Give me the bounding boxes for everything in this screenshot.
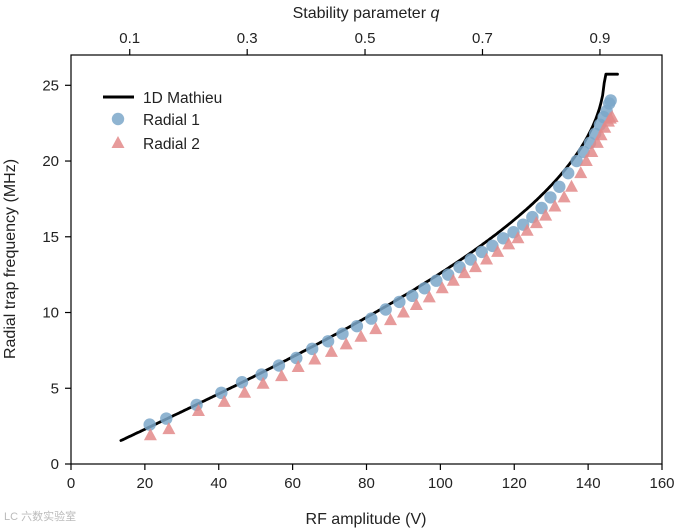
radial-2-point xyxy=(548,199,562,212)
top-tick-label: 0.3 xyxy=(237,30,258,47)
x-tick-label: 0 xyxy=(67,475,75,492)
radial-1-point xyxy=(604,94,617,107)
radial-1-point xyxy=(350,319,364,333)
y-tick-label: 15 xyxy=(42,229,59,246)
y-axis-title: Radial trap frequency (MHz) xyxy=(2,159,19,359)
radial-1-point xyxy=(336,327,349,340)
radial-1-point xyxy=(430,274,443,287)
y-tick-label: 0 xyxy=(51,456,59,473)
top-tick-label: 0.9 xyxy=(590,30,611,47)
radial-1-point xyxy=(475,245,488,259)
x-tick-label: 120 xyxy=(502,475,527,492)
y-tick-label: 10 xyxy=(42,305,59,322)
x-tick-label: 80 xyxy=(358,475,375,492)
series-1d-mathieu-line xyxy=(119,72,619,442)
x-tick-label: 140 xyxy=(576,475,601,492)
radial-1-point xyxy=(160,412,173,425)
x-tick-label: 40 xyxy=(210,475,227,492)
radial-2-point xyxy=(480,252,494,265)
radial-1-point xyxy=(272,359,286,372)
radial-1-point xyxy=(255,368,268,381)
top-tick-label: 0.7 xyxy=(472,30,493,47)
radial-2-point xyxy=(511,231,525,244)
radial-2-point xyxy=(598,120,612,133)
radial-1-point xyxy=(393,295,406,309)
radial-2-point xyxy=(422,290,436,303)
radial-1-point xyxy=(290,351,303,365)
x-tick-label: 160 xyxy=(649,475,674,492)
radial-2-point xyxy=(590,135,604,148)
radial-2-point xyxy=(409,297,423,310)
radial-1-point xyxy=(406,289,419,303)
radial-2-point xyxy=(324,344,338,357)
radial-2-point xyxy=(354,329,368,342)
legend: 1D Mathieu Radial 1 Radial 2 xyxy=(103,90,222,153)
radial-2-point xyxy=(605,110,619,123)
radial-2-point xyxy=(275,369,289,382)
radial-2-point xyxy=(574,166,588,179)
radial-2-point xyxy=(594,128,608,141)
radial-1-point xyxy=(418,282,431,295)
radial-2-point xyxy=(396,305,410,318)
radial-2-point xyxy=(162,422,176,435)
radial-1-point xyxy=(379,303,392,316)
x-tick-label: 100 xyxy=(428,475,453,492)
radial-2-point xyxy=(529,216,543,229)
radial-2-point xyxy=(446,273,460,286)
watermark-text: LC 六数实验室 xyxy=(4,509,76,523)
ticks-layer: 0 20 40 60 80 100 120 140 160 0 5 10 15 20 25 0.1 0.3 0.5… xyxy=(42,30,674,492)
radial-2-point xyxy=(502,237,516,250)
radial-2-point xyxy=(369,322,383,335)
radial-2-point xyxy=(191,403,205,416)
legend-label-mathieu: 1D Mathieu xyxy=(143,90,222,107)
top-tick-label: 0.1 xyxy=(119,30,140,47)
radial-2-point xyxy=(384,313,398,326)
markers-layer xyxy=(143,94,619,441)
radial-2-point xyxy=(457,266,471,279)
radial-1-point xyxy=(496,232,510,245)
radial-1-point xyxy=(544,191,557,204)
watermark: LC 六数实验室 xyxy=(4,509,76,523)
radial-2-point xyxy=(565,179,579,192)
radial-2-point xyxy=(435,281,449,294)
radial-2-point xyxy=(585,144,599,157)
radial-1-point xyxy=(306,342,319,356)
radial-2-point xyxy=(217,394,231,407)
radial-2-point xyxy=(291,360,305,373)
y-tick-label: 25 xyxy=(42,77,59,94)
radial-1-point xyxy=(143,418,156,431)
curve-layer xyxy=(119,72,619,442)
radial-1-point xyxy=(215,386,228,400)
x-tick-label: 20 xyxy=(137,475,154,492)
y-tick-label: 20 xyxy=(42,153,59,170)
radial-1-point xyxy=(561,166,575,180)
radial-2-point xyxy=(468,260,482,273)
radial-1-point xyxy=(553,180,566,193)
radial-2-point xyxy=(238,385,252,398)
radial-2-point xyxy=(143,428,157,441)
radial-2-point xyxy=(557,190,571,203)
radial-2-point xyxy=(539,208,553,221)
radial-2-point xyxy=(339,337,353,350)
radial-1-point xyxy=(365,312,378,325)
top-axis-title: Stability parameter q xyxy=(293,5,440,22)
radial-2-point xyxy=(579,154,593,167)
legend-triangle-swatch xyxy=(111,136,125,148)
radial-2-point xyxy=(308,352,322,365)
x-tick-label: 60 xyxy=(284,475,301,492)
y-tick-label: 5 xyxy=(51,380,59,397)
top-tick-label: 0.5 xyxy=(355,30,376,47)
legend-label-radial-2: Radial 2 xyxy=(143,136,200,153)
radial-1-point xyxy=(570,154,583,168)
legend-label-radial-1: Radial 1 xyxy=(143,112,200,129)
radial-2-point xyxy=(491,244,505,257)
x-axis-title: RF amplitude (V) xyxy=(306,511,427,528)
legend-circle-swatch xyxy=(111,112,125,126)
radial-1-point xyxy=(321,335,335,348)
radial-1-point xyxy=(464,253,477,266)
radial-2-point xyxy=(520,223,534,236)
radial-2-point xyxy=(256,376,270,389)
radial-1-point xyxy=(235,376,249,389)
